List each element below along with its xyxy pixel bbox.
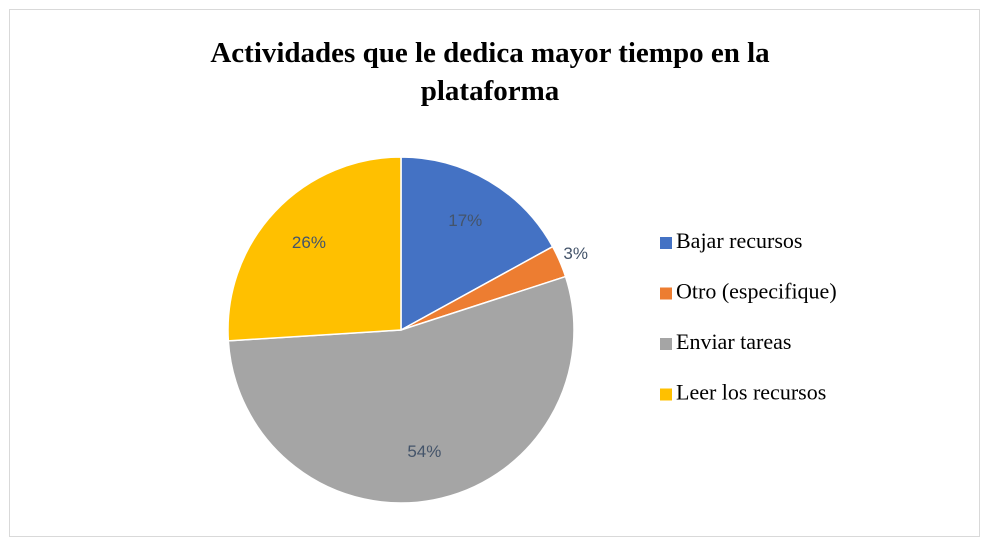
pie-slice	[227, 156, 402, 342]
legend-label: Otro (especifique)	[676, 279, 837, 304]
legend-label: Leer los recursos	[676, 380, 826, 405]
legend-swatch	[660, 287, 672, 300]
pie-slice	[227, 275, 575, 504]
chart-border	[9, 9, 980, 537]
legend-swatch	[660, 237, 672, 249]
chart-title: Actividades que le dedica mayor tiempo e…	[210, 37, 770, 107]
data-label: 17%	[448, 211, 482, 230]
legend-label: Bajar recursos	[676, 228, 802, 253]
data-label: 26%	[292, 233, 326, 252]
data-label: 54%	[407, 442, 441, 461]
legend-swatch	[660, 338, 672, 350]
legend-swatch	[660, 388, 672, 401]
data-label: 3%	[563, 244, 588, 263]
pie-slice	[400, 156, 554, 332]
legend-label: Enviar tareas	[676, 329, 791, 354]
